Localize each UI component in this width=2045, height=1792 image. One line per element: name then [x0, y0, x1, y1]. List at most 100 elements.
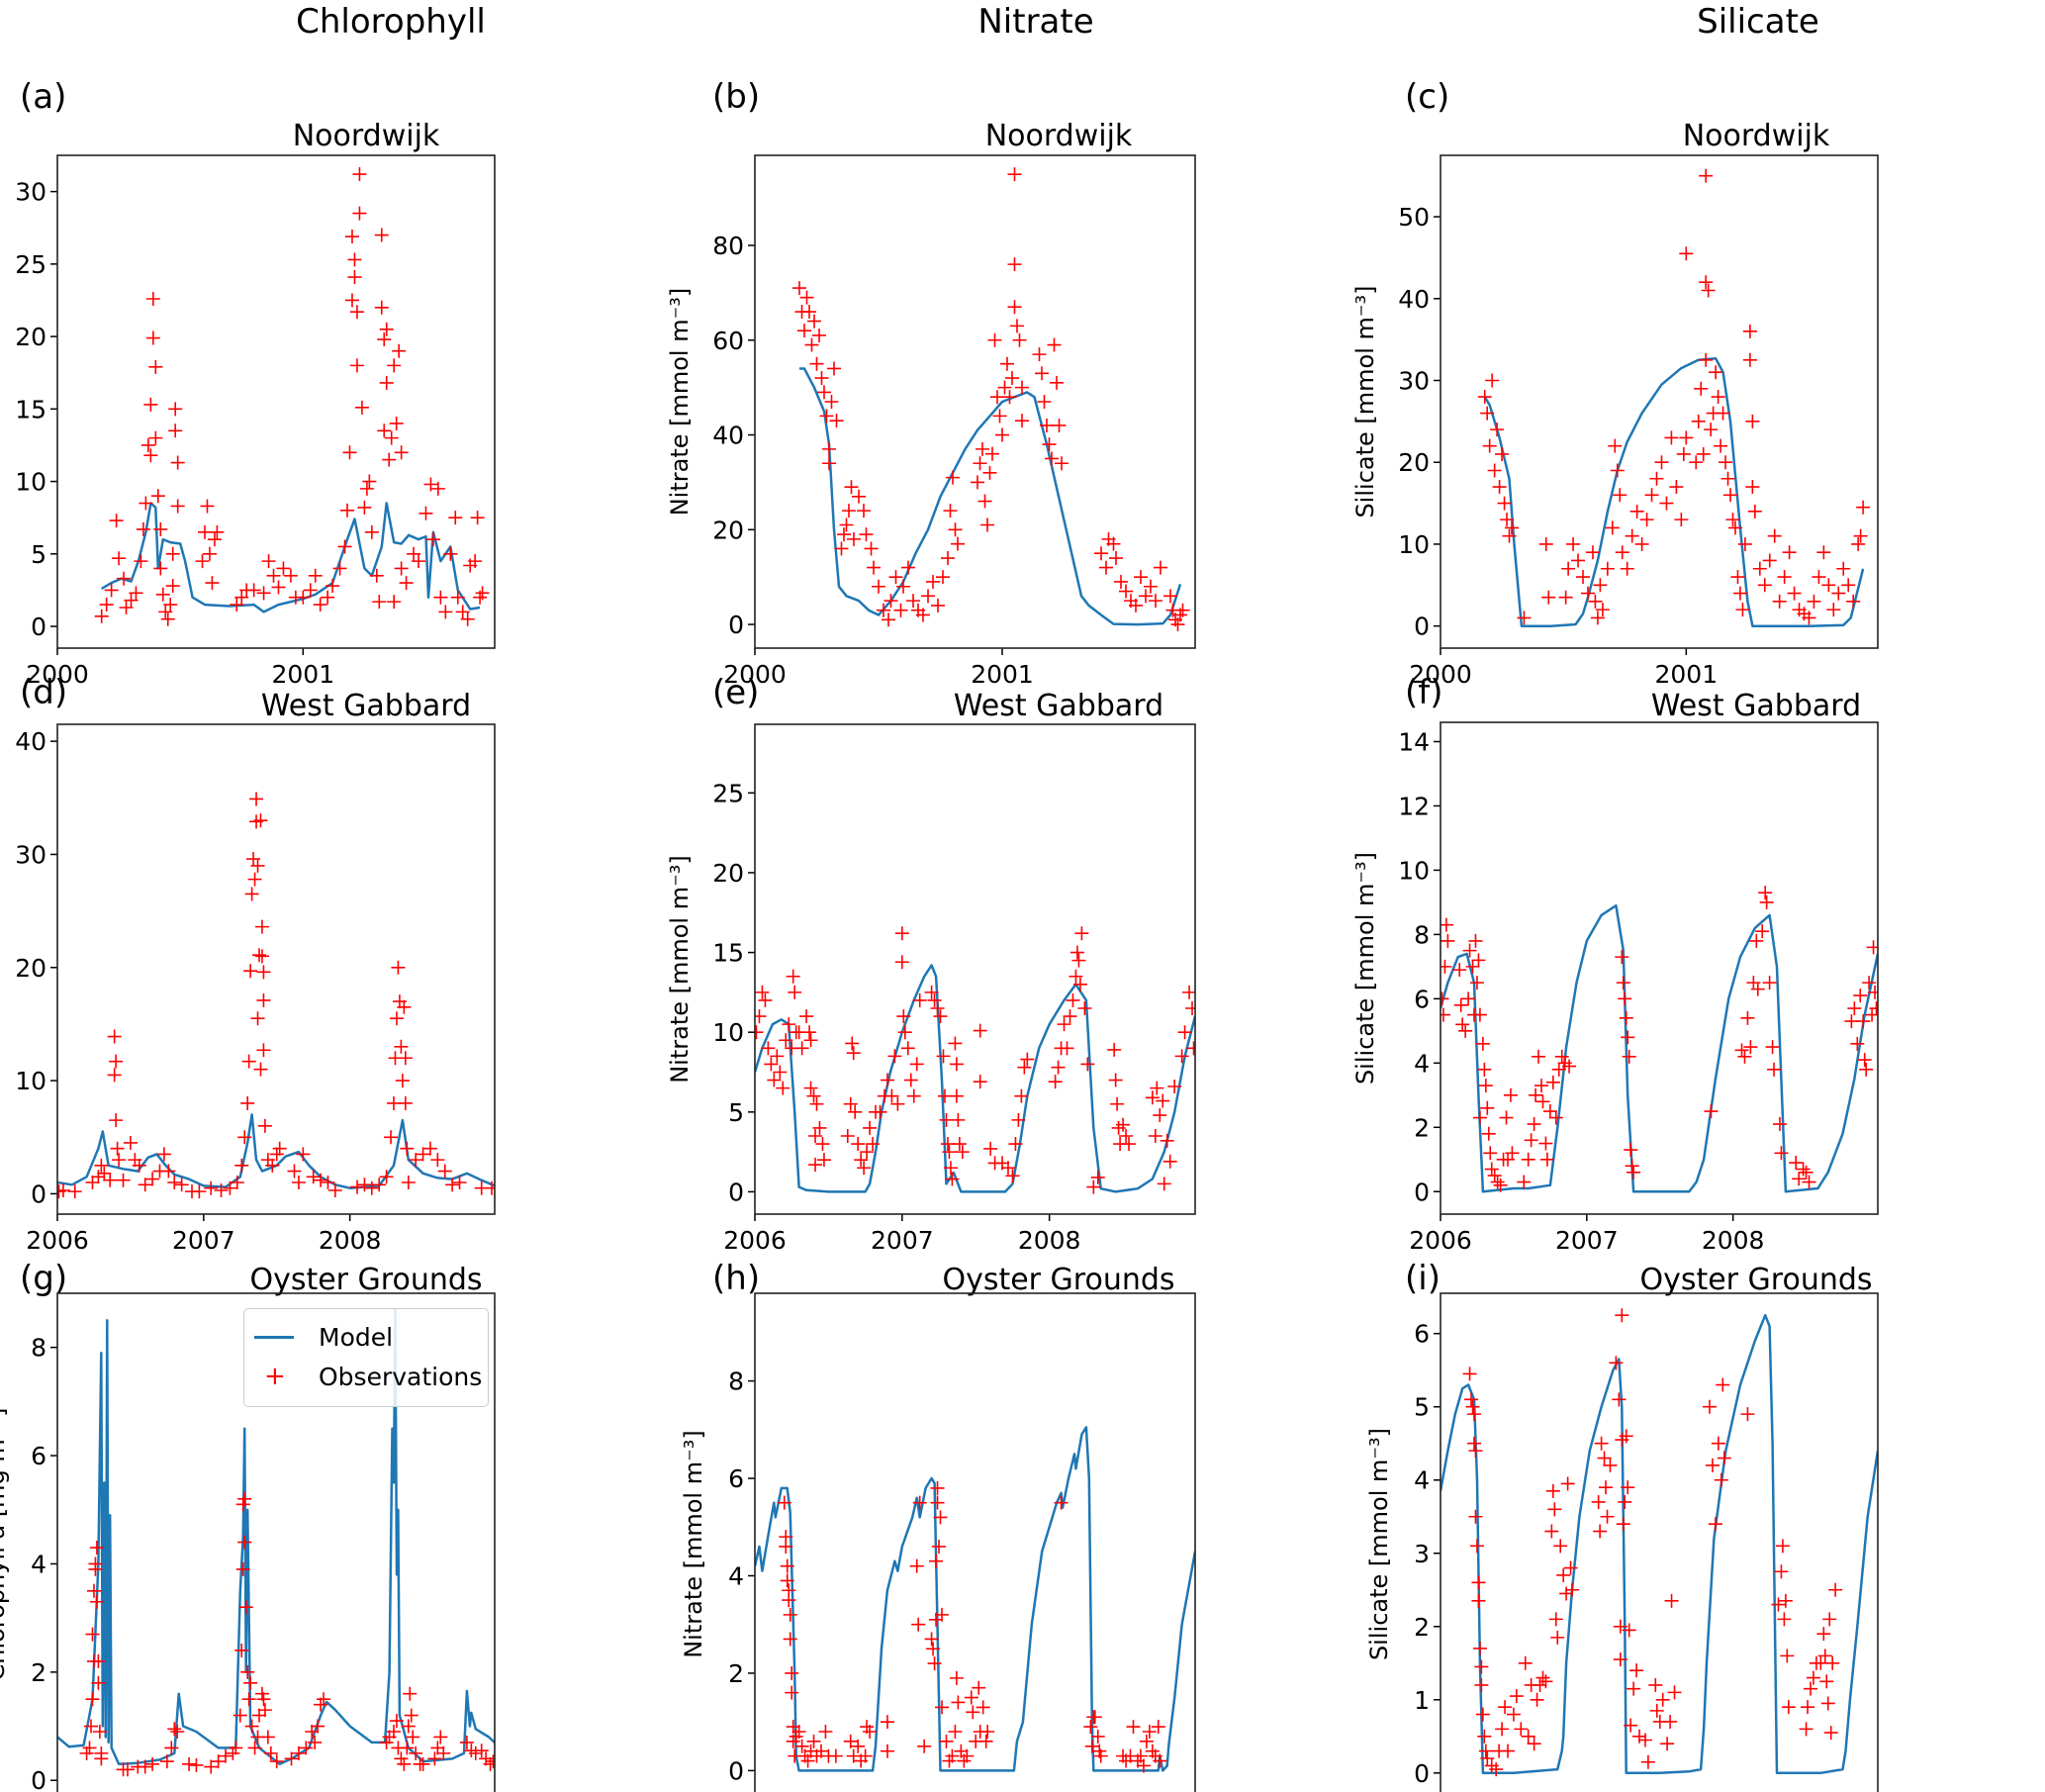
observation-point [257, 1118, 272, 1133]
y-tick-label: 10 [15, 1067, 46, 1095]
observation-point [1464, 1392, 1479, 1407]
observation-point [1544, 1524, 1559, 1539]
panel-i: 0123456200620072008Silicate [mmol m⁻³] [1365, 1292, 1879, 1792]
panel-title-c: Noordwijk [1682, 119, 1830, 153]
observation-point [1467, 1436, 1481, 1451]
observation-point [1477, 1062, 1492, 1077]
observation-point [884, 1088, 899, 1103]
observation-point [1182, 985, 1195, 999]
observation-point [387, 1095, 401, 1110]
observation-point [755, 1025, 764, 1040]
observation-point [943, 504, 958, 519]
observation-point [1699, 352, 1714, 367]
observation-point [1497, 496, 1512, 511]
y-tick-label: 20 [1398, 448, 1430, 477]
observation-point [352, 167, 367, 182]
observation-point [430, 481, 445, 496]
x-tick-label: 2008 [1018, 1226, 1081, 1255]
observation-point [930, 1001, 945, 1015]
observation-point [887, 1049, 902, 1064]
observation-point [990, 390, 1004, 405]
observation-point [104, 583, 119, 598]
observation-point [1050, 375, 1064, 390]
observation-point [867, 560, 881, 575]
observation-point [1649, 1703, 1664, 1718]
observation-point [794, 1041, 809, 1056]
observation-point [1750, 982, 1765, 996]
observation-point [1590, 611, 1605, 625]
observation-point [1563, 1560, 1578, 1575]
observation-point [755, 985, 770, 999]
observation-point [110, 1141, 125, 1156]
y-axis-label: Silicate [mmol m⁻³] [1365, 1428, 1393, 1660]
observation-point [1020, 1052, 1035, 1067]
observation-point [167, 1722, 182, 1737]
model-line [755, 1426, 1195, 1772]
observation-point [1015, 414, 1029, 428]
observation-point [1535, 1670, 1550, 1685]
observation-point [1505, 1146, 1520, 1161]
observation-point [483, 1756, 495, 1771]
observation-point [785, 1685, 799, 1700]
observation-point [893, 603, 908, 617]
observation-point [926, 574, 940, 589]
observation-point [1545, 1483, 1560, 1498]
observation-point [143, 448, 158, 463]
observation-point [244, 1719, 259, 1734]
observation-point [951, 1695, 966, 1710]
observation-point [839, 518, 854, 532]
column-header-silicate: Silicate [1697, 2, 1819, 42]
observation-point [418, 506, 433, 520]
x-tick-label: 2000 [723, 660, 787, 689]
observation-point [109, 1113, 124, 1128]
observation-point [1812, 570, 1826, 585]
observation-point [1822, 1612, 1837, 1627]
observation-point [145, 1756, 160, 1771]
observation-point [911, 1617, 926, 1632]
y-tick-label: 8 [728, 1368, 744, 1396]
observation-point [1480, 1750, 1495, 1765]
observation-point [474, 1744, 489, 1758]
observation-point [1008, 1137, 1023, 1152]
observation-point [1655, 1692, 1670, 1707]
observations-series [777, 1480, 1167, 1773]
observation-point [1015, 380, 1029, 395]
observation-point [1782, 545, 1797, 560]
observation-point [407, 546, 421, 561]
observation-point [1559, 1586, 1574, 1601]
observation-point [1831, 586, 1846, 601]
observation-point [1806, 1670, 1820, 1685]
observation-point [1789, 1156, 1804, 1171]
observation-point [1813, 1655, 1828, 1670]
observation-point [84, 1719, 98, 1734]
observation-point [1717, 1451, 1731, 1465]
observation-point [136, 521, 150, 536]
observation-point [398, 1095, 413, 1110]
panel-a: 05101520253020002001Chlorophyll a [mg m⁻… [15, 154, 496, 689]
observation-point [243, 1675, 258, 1690]
observation-point [848, 1104, 863, 1119]
observation-point [305, 1725, 320, 1740]
observation-point [107, 1029, 122, 1044]
y-tick-label: 0 [1414, 1178, 1430, 1206]
observation-point [283, 568, 298, 583]
panel-d: 010203040200620072008Chlorophyll a [mg m… [15, 723, 496, 1255]
observation-point [894, 926, 909, 941]
observation-point [1857, 1053, 1872, 1068]
observation-point [1186, 1041, 1195, 1056]
observation-point [1471, 1593, 1486, 1608]
observation-point [1730, 570, 1745, 585]
observation-point [1603, 1458, 1618, 1472]
observation-point [1859, 1062, 1874, 1077]
observation-point [782, 1593, 796, 1608]
observation-point [1048, 1075, 1063, 1089]
y-tick-label: 5 [1414, 1393, 1430, 1422]
observation-point [145, 330, 160, 345]
observations-series [57, 792, 495, 1199]
observation-point [163, 598, 178, 613]
observation-point [1072, 977, 1087, 991]
observation-point [799, 290, 814, 305]
observation-point [1170, 617, 1185, 632]
observation-point [1441, 1007, 1450, 1022]
observation-point [1529, 1087, 1543, 1102]
